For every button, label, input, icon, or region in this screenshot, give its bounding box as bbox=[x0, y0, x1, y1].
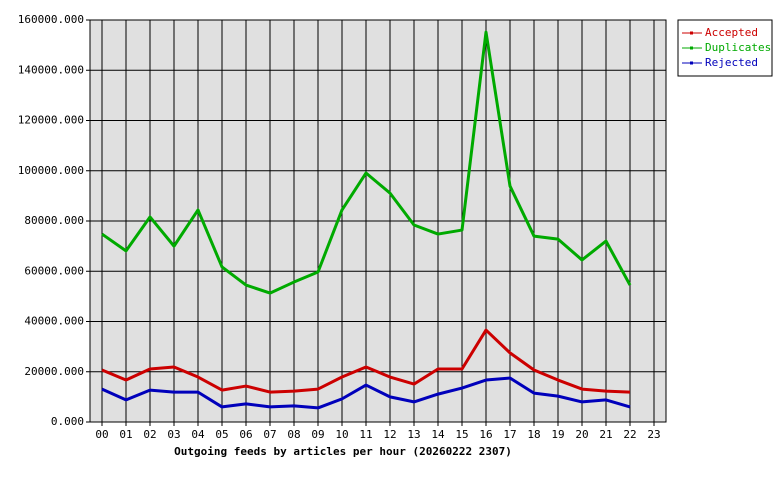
legend-marker bbox=[690, 31, 693, 35]
y-tick-label: 0.000 bbox=[51, 415, 84, 428]
x-tick-label: 21 bbox=[599, 428, 612, 441]
y-tick-label: 160000.000 bbox=[18, 13, 84, 26]
series-line bbox=[101, 376, 631, 410]
x-tick-label: 02 bbox=[143, 428, 156, 441]
x-tick-label: 18 bbox=[527, 428, 540, 441]
x-tick-label: 17 bbox=[503, 428, 516, 441]
x-tick-label: 00 bbox=[95, 428, 108, 441]
x-tick-label: 09 bbox=[311, 428, 324, 441]
legend-marker bbox=[690, 61, 693, 65]
y-tick-label: 120000.000 bbox=[18, 114, 84, 127]
y-tick-label: 60000.000 bbox=[24, 264, 84, 277]
series-line bbox=[101, 30, 632, 295]
x-tick-label: 14 bbox=[431, 428, 445, 441]
x-tick-label: 03 bbox=[167, 428, 180, 441]
x-tick-label: 12 bbox=[383, 428, 396, 441]
legend-marker bbox=[690, 46, 693, 50]
x-tick-label: 11 bbox=[359, 428, 372, 441]
y-tick-label: 100000.000 bbox=[18, 164, 84, 177]
x-tick-label: 13 bbox=[407, 428, 420, 441]
y-tick-label: 40000.000 bbox=[24, 315, 84, 328]
y-tick-label: 140000.000 bbox=[18, 63, 84, 76]
x-tick-label: 05 bbox=[215, 428, 228, 441]
x-tick-label: 08 bbox=[287, 428, 300, 441]
chart-title: Outgoing feeds by articles per hour (202… bbox=[174, 445, 512, 458]
x-tick-label: 15 bbox=[455, 428, 468, 441]
y-tick-label: 20000.000 bbox=[24, 365, 84, 378]
y-tick-label: 80000.000 bbox=[24, 214, 84, 227]
x-tick-label: 06 bbox=[239, 428, 252, 441]
x-tick-label: 19 bbox=[551, 428, 564, 441]
x-tick-label: 07 bbox=[263, 428, 276, 441]
series-line bbox=[101, 328, 631, 394]
x-tick-label: 01 bbox=[119, 428, 132, 441]
legend-label: Rejected bbox=[705, 56, 758, 69]
x-tick-label: 23 bbox=[647, 428, 660, 441]
x-tick-label: 16 bbox=[479, 428, 492, 441]
legend-label: Duplicates bbox=[705, 41, 771, 54]
x-tick-label: 10 bbox=[335, 428, 348, 441]
legend-label: Accepted bbox=[705, 26, 758, 39]
x-tick-label: 20 bbox=[575, 428, 588, 441]
x-tick-label: 22 bbox=[623, 428, 636, 441]
x-tick-label: 04 bbox=[191, 428, 205, 441]
